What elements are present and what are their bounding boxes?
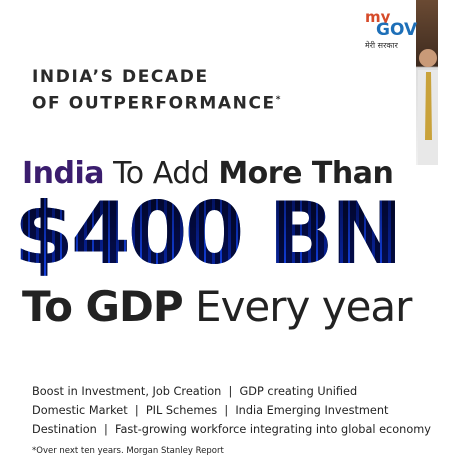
headline-word: India [22,156,105,191]
headline-line: To GDP Every year [22,282,412,331]
logo-gov[interactable]: GOV [376,20,418,40]
headline-word: Every year [195,282,412,331]
header-mark: * [275,95,283,105]
person-illustration [418,49,438,165]
photo [416,0,438,165]
header: INDIA’S DECADE OF OUTPERFORMANCE* [32,66,282,116]
logo-tagline: मेरी सरकार [365,41,398,50]
headline-word: To GDP [22,282,184,331]
headline-word: More Than [218,156,394,191]
headline-line: India To Add More Than [22,156,394,191]
headline-word: To Add [113,156,210,191]
body-line: Boost in Investment, Job Creation | GDP … [32,385,358,398]
body-text: Boost in Investment, Job Creation | GDP … [32,382,431,439]
footnote: *Over next ten years. Morgan Stanley Rep… [32,446,224,456]
header-line: INDIA’S DECADE [32,67,209,87]
logo-my[interactable]: my [365,8,391,26]
header-text: OF OUTPERFORMANCE [32,93,276,114]
header-line: OF OUTPERFORMANCE* [32,89,282,116]
body-line: Domestic Market | PIL Schemes | India Em… [32,404,389,417]
body-line: Destination | Fast-growing workforce int… [32,423,431,436]
headline-amount: $400 BN [14,184,400,284]
